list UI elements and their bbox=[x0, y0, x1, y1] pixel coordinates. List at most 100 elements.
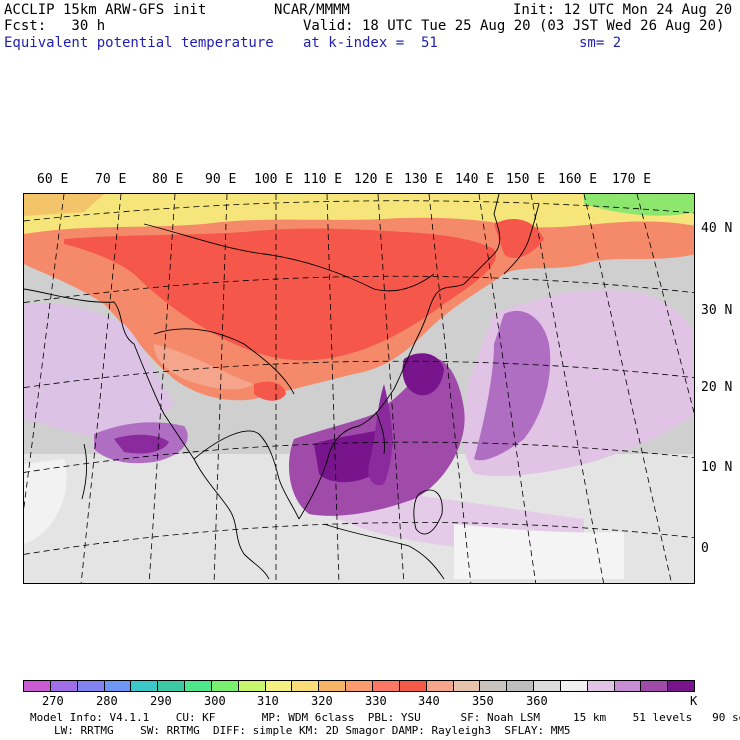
meridian-150e bbox=[530, 194, 605, 583]
parallel-10n bbox=[24, 441, 694, 473]
colorbar-swatch bbox=[238, 681, 266, 691]
northwest-orange-patch bbox=[24, 194, 104, 216]
red-small-blob bbox=[254, 381, 286, 401]
lon-label-90e: 90 E bbox=[205, 172, 237, 187]
coast-borneo bbox=[323, 523, 445, 580]
meridian-160e bbox=[583, 194, 672, 583]
colorbar-swatch bbox=[131, 681, 159, 691]
northern-green-patch bbox=[584, 194, 694, 216]
meridian-80e bbox=[148, 194, 176, 583]
colorbar-swatch bbox=[346, 681, 373, 691]
colorbar-swatch bbox=[211, 681, 239, 691]
lat-label-30n: 30 N bbox=[701, 303, 733, 318]
lat-label-20n: 20 N bbox=[701, 380, 733, 395]
lilac-india-area bbox=[24, 302, 174, 439]
coast-philippines bbox=[413, 489, 443, 535]
meridian-130e bbox=[428, 194, 472, 583]
colorbar-tick-350: 350 bbox=[472, 694, 494, 708]
colorbar-tick-270: 270 bbox=[42, 694, 64, 708]
graticule bbox=[24, 194, 694, 583]
model-info-line2: LW: RRTMG SW: RRTMG DIFF: simple KM: 2D … bbox=[54, 724, 571, 737]
colorbar-swatch bbox=[507, 681, 535, 691]
lat-label-40n: 40 N bbox=[701, 221, 733, 236]
purple-pacific-streak bbox=[474, 310, 551, 461]
white-arabian-patch bbox=[24, 459, 67, 544]
smoothing-label: sm= 2 bbox=[579, 35, 622, 51]
meridian-70e bbox=[80, 194, 122, 583]
darkpurple-typhoon bbox=[402, 353, 444, 396]
lon-label-80e: 80 E bbox=[152, 172, 184, 187]
level-index: at k-index = 51 bbox=[303, 35, 438, 51]
colorbar-tick-300: 300 bbox=[204, 694, 226, 708]
coast-srilanka bbox=[81, 443, 88, 500]
field-name: Equivalent potential temperature bbox=[4, 35, 274, 51]
lon-label-70e: 70 E bbox=[95, 172, 127, 187]
theta-e-map bbox=[23, 193, 695, 584]
lon-label-170e: 170 E bbox=[612, 172, 652, 187]
parallel-0 bbox=[24, 522, 694, 555]
border-mongolia bbox=[143, 223, 435, 292]
colorbar-tick-330: 330 bbox=[365, 694, 387, 708]
coastlines bbox=[24, 194, 540, 580]
colorbar bbox=[23, 680, 695, 692]
colorbar-swatch bbox=[668, 681, 695, 691]
lon-label-160e: 160 E bbox=[558, 172, 598, 187]
forecast-hour: Fcst: 30 h bbox=[4, 18, 106, 34]
colorbar-swatch bbox=[560, 681, 588, 691]
parallel-20n bbox=[24, 360, 694, 389]
red-core-plume bbox=[64, 228, 496, 361]
lon-label-100e: 100 E bbox=[254, 172, 294, 187]
darkpurple-taiwan-streak bbox=[368, 384, 393, 486]
colorbar-tick-340: 340 bbox=[418, 694, 440, 708]
colorbar-swatch bbox=[265, 681, 293, 691]
colorbar-swatch bbox=[614, 681, 642, 691]
white-equator-patch bbox=[454, 524, 624, 579]
colorbar-unit: K bbox=[690, 694, 698, 708]
meridian-60e bbox=[24, 194, 65, 510]
coast-china-east bbox=[298, 283, 465, 520]
lon-label-150e: 150 E bbox=[506, 172, 546, 187]
colorbar-swatch bbox=[50, 681, 78, 691]
coast-korea-japan bbox=[463, 194, 501, 285]
lat-label-0: 0 bbox=[701, 541, 709, 556]
colorbar-swatch bbox=[426, 681, 454, 691]
colorbar-tick-360: 360 bbox=[526, 694, 548, 708]
coast-japan-arc bbox=[503, 203, 540, 275]
lon-label-60e: 60 E bbox=[37, 172, 69, 187]
parallel-30n bbox=[24, 275, 694, 304]
meridian-170e bbox=[636, 194, 694, 415]
colorbar-swatch bbox=[24, 681, 51, 691]
lon-label-130e: 130 E bbox=[404, 172, 444, 187]
colorbar-swatch bbox=[158, 681, 186, 691]
colorbar-tick-320: 320 bbox=[311, 694, 333, 708]
colorbar-swatch bbox=[480, 681, 508, 691]
red-japan-patch bbox=[494, 219, 544, 259]
colorbar-swatch bbox=[292, 681, 320, 691]
coast-taiwan bbox=[375, 411, 385, 455]
colorbar-swatch bbox=[77, 681, 105, 691]
model-info-line1: Model Info: V4.1.1 CU: KF MP: WDM 6class… bbox=[30, 711, 740, 724]
model-title: ACCLIP 15km ARW-GFS init bbox=[4, 2, 207, 18]
colorbar-swatch bbox=[534, 681, 561, 691]
colorbar-tick-290: 290 bbox=[150, 694, 172, 708]
colorbar-tick-310: 310 bbox=[257, 694, 279, 708]
parallel-40n bbox=[24, 200, 694, 222]
colorbar-tick-280: 280 bbox=[96, 694, 118, 708]
colorbar-swatch bbox=[587, 681, 615, 691]
colorbar-swatch bbox=[319, 681, 347, 691]
border-himalaya bbox=[153, 328, 295, 395]
colorbar-swatch bbox=[372, 681, 400, 691]
coast-india-west bbox=[24, 288, 270, 580]
darkpurple-core-bob bbox=[114, 434, 169, 454]
colorbar-swatch bbox=[641, 681, 669, 691]
lon-label-120e: 120 E bbox=[354, 172, 394, 187]
lat-label-10n: 10 N bbox=[701, 460, 733, 475]
institution-label: NCAR/MMMM bbox=[274, 2, 350, 18]
valid-time: Valid: 18 UTC Tue 25 Aug 20 (03 JST Wed … bbox=[303, 18, 725, 34]
lon-label-110e: 110 E bbox=[303, 172, 343, 187]
meridian-110e bbox=[326, 194, 340, 583]
coast-bay-east bbox=[193, 430, 300, 520]
colorbar-swatch bbox=[104, 681, 132, 691]
lon-label-140e: 140 E bbox=[455, 172, 495, 187]
init-time: Init: 12 UTC Mon 24 Aug 20 bbox=[513, 2, 733, 18]
